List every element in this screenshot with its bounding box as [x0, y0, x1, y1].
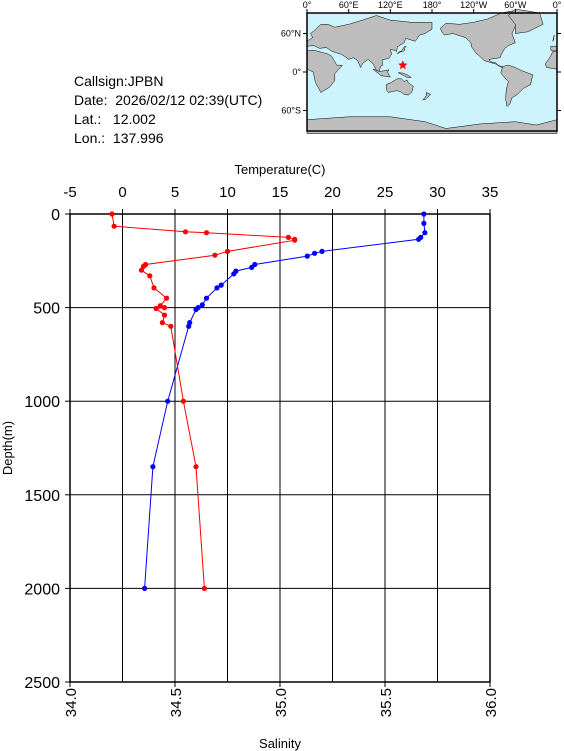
bottom-axis-tick-label: 35.5 — [378, 688, 395, 717]
map-land — [508, 8, 544, 34]
data-point — [182, 229, 189, 235]
data-point — [203, 295, 210, 301]
map-lon-label: 60°W — [504, 0, 527, 10]
temperature-series — [142, 211, 428, 592]
map-lat-label: 60°S — [281, 106, 301, 116]
map-lon-label: 0° — [303, 0, 312, 10]
top-axis-tick-label: 15 — [272, 184, 289, 201]
map-land — [385, 78, 414, 96]
data-point — [151, 285, 157, 291]
map-land — [500, 64, 533, 107]
y-axis-tick-label: 2500 — [24, 675, 60, 692]
bottom-axis-label: Salinity — [259, 736, 301, 751]
data-point — [138, 267, 144, 273]
top-axis-tick-label: 20 — [324, 184, 341, 201]
map-lat-label: 60°N — [281, 28, 301, 38]
map-land — [397, 72, 413, 78]
y-axis-tick-label: 1500 — [24, 488, 60, 505]
data-point — [199, 302, 205, 308]
longitude-text: Lon.: 137.996 — [74, 130, 164, 146]
station-marker-star — [398, 60, 408, 70]
map-lon-label: 180° — [423, 0, 442, 10]
bottom-axis-tick-label: 34.0 — [63, 688, 80, 717]
top-axis-tick-label: 35 — [482, 184, 499, 201]
data-point — [159, 320, 165, 326]
data-point — [218, 282, 224, 288]
data-point — [164, 295, 170, 301]
data-point — [180, 398, 186, 404]
y-axis-tick-label: 0 — [51, 207, 60, 224]
top-axis-tick-label: 30 — [429, 184, 446, 201]
bottom-axis-tick-label: 35.0 — [273, 688, 290, 717]
data-point — [212, 252, 218, 258]
data-point — [421, 220, 427, 226]
bottom-axis-tick-label: 34.5 — [168, 688, 185, 717]
data-point — [150, 464, 156, 470]
y-axis-tick-label: 1000 — [24, 394, 60, 411]
y-axis-label: Depth(m) — [0, 421, 15, 475]
data-point — [186, 323, 192, 329]
data-point — [416, 236, 422, 242]
top-axis-tick-label: 0 — [118, 184, 126, 201]
map-lon-label: 120°E — [378, 0, 403, 10]
map-land — [372, 68, 391, 78]
callsign-text: Callsign:JPBN — [74, 73, 164, 89]
data-point — [193, 464, 199, 470]
data-point — [161, 305, 168, 311]
data-point — [304, 253, 310, 259]
map-land — [306, 49, 343, 93]
top-axis-tick-label: -5 — [63, 184, 76, 201]
data-point — [109, 211, 115, 217]
data-point — [165, 398, 171, 404]
data-point — [312, 250, 318, 256]
date-text: Date: 2026/02/12 02:39(UTC) — [74, 92, 263, 108]
data-point — [153, 305, 159, 312]
data-point — [168, 323, 174, 329]
map-land — [306, 15, 433, 72]
data-point — [142, 585, 148, 592]
bottom-axis-tick-label: 36.0 — [483, 688, 500, 717]
data-point — [201, 585, 207, 592]
data-point — [111, 223, 117, 229]
top-axis-tick-label: 5 — [171, 184, 179, 201]
data-point — [319, 248, 325, 254]
map-lon-label: 60°E — [339, 0, 359, 10]
map-lon-label: 120°W — [460, 0, 488, 10]
data-point — [214, 285, 220, 291]
data-point — [422, 230, 428, 236]
map-land — [422, 92, 432, 101]
map-lon-label: 0° — [553, 0, 562, 10]
station-info: Callsign:JPBN Date: 2026/02/12 02:39(UTC… — [74, 72, 262, 148]
map-land — [306, 116, 558, 134]
data-point — [224, 248, 231, 254]
map-lat-label: 0° — [292, 67, 301, 77]
data-point — [249, 264, 255, 270]
top-axis-tick-label: 10 — [219, 184, 236, 201]
data-point — [421, 211, 427, 217]
data-point — [203, 230, 210, 236]
latitude-text: Lat.: 12.002 — [74, 111, 156, 127]
data-point — [292, 237, 298, 243]
top-axis-label: Temperature(C) — [234, 162, 325, 177]
map-land — [397, 45, 407, 55]
map-land — [552, 35, 555, 42]
salinity-series — [109, 211, 298, 592]
data-point — [147, 273, 153, 279]
data-point — [193, 306, 199, 313]
data-point — [140, 263, 147, 269]
data-point — [231, 271, 237, 277]
data-point — [161, 312, 168, 318]
y-axis-tick-label: 500 — [33, 301, 60, 318]
data-point — [157, 303, 163, 309]
data-point — [285, 234, 291, 240]
y-axis-tick-label: 2000 — [24, 581, 60, 598]
top-axis-tick-label: 25 — [377, 184, 394, 201]
